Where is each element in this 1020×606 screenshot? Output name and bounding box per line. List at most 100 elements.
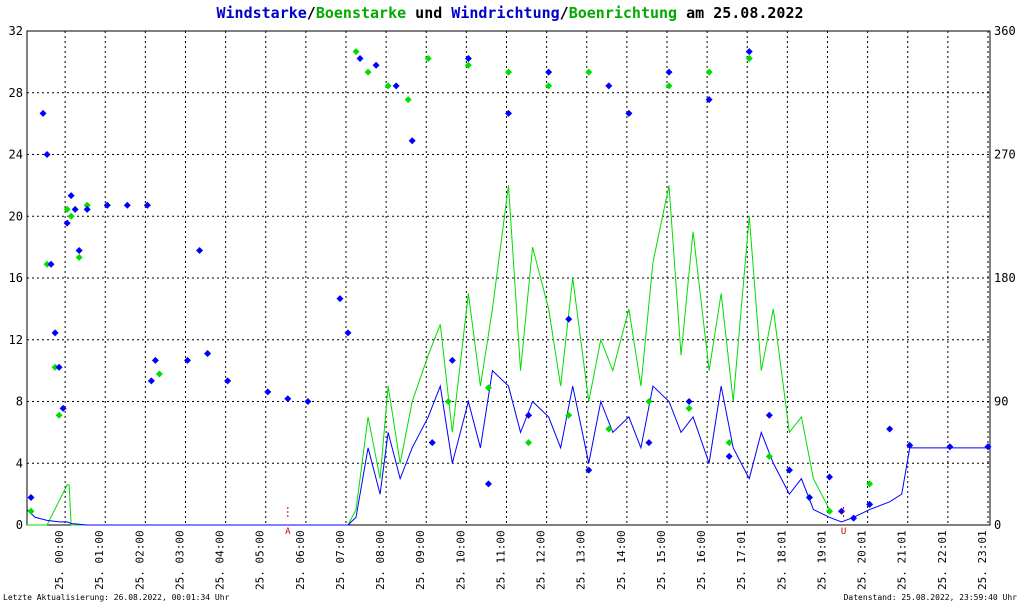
y-tick-label-right: 270	[994, 148, 1016, 162]
boenrichtung-point	[83, 201, 91, 209]
footer-data-status: Datenstand: 25.08.2022, 23:59:40 Uhr	[843, 593, 1017, 602]
x-tick-label: 25. 18:01	[775, 530, 788, 590]
x-tick-label: 25. 11:00	[494, 530, 507, 590]
windrichtung-point	[39, 109, 47, 117]
title-sep1: /	[306, 4, 316, 22]
y-tick-label-right: 90	[994, 395, 1008, 409]
windrichtung-point	[428, 439, 436, 447]
y-tick-label-left: 12	[9, 333, 23, 347]
boenrichtung-point	[444, 398, 452, 405]
windrichtung-point	[27, 494, 35, 502]
x-tick-label: 25. 13:00	[575, 530, 588, 590]
boenrichtung-point	[826, 507, 833, 515]
windrichtung-point	[448, 356, 456, 364]
x-tick-label: 25. 06:00	[294, 530, 307, 590]
x-tick-label: 25. 05:00	[254, 530, 267, 590]
windrichtung-point	[484, 480, 492, 488]
windrichtung-point	[51, 329, 59, 337]
boenrichtung-point	[645, 398, 653, 405]
boenrichtung-point	[155, 370, 163, 378]
windrichtung-point	[71, 205, 79, 213]
windrichtung-point	[625, 109, 633, 117]
windrichtung-point	[356, 54, 364, 62]
x-tick-label: 25. 04:00	[214, 530, 227, 590]
windrichtung-point	[685, 398, 693, 405]
boenrichtung-point	[484, 384, 492, 392]
x-tick-label: 25. 10:00	[454, 530, 467, 590]
windrichtung-point	[147, 377, 155, 385]
boenrichtung-point	[464, 61, 472, 69]
chart-title: Windstarke/Boenstarke und Windrichtung/B…	[0, 4, 1020, 22]
boenrichtung-point	[43, 260, 51, 268]
windrichtung-point	[264, 388, 272, 396]
boenrichtung-point	[705, 68, 713, 76]
x-tick-label: 25. 19:01	[815, 530, 828, 590]
boenrichtung-point	[55, 411, 63, 419]
windrichtung-point	[103, 201, 111, 209]
boenrichtung-point	[685, 404, 693, 412]
footer-last-update: Letzte Aktualisierung: 26.08.2022, 00:01…	[3, 593, 230, 602]
y-tick-label-right: 180	[994, 271, 1016, 285]
windrichtung-point	[392, 82, 400, 90]
windrichtung-point	[83, 205, 91, 213]
windrichtung-point	[196, 247, 204, 255]
y-tick-label-left: 32	[9, 24, 23, 38]
windrichtung-point	[344, 329, 352, 337]
windrichtung-point	[946, 443, 954, 451]
windrichtung-point	[224, 377, 232, 385]
x-tick-label: 25. 08:00	[374, 530, 387, 590]
windrichtung-point	[464, 54, 472, 62]
windrichtung-point	[204, 349, 212, 357]
boenrichtung-point	[63, 205, 71, 213]
windrichtung-point	[59, 404, 67, 412]
y-tick-label-left: 4	[16, 456, 23, 470]
windrichtung-point	[805, 494, 813, 502]
x-tick-label: 25. 12:00	[535, 530, 548, 590]
x-tick-label: 25. 01:00	[93, 530, 106, 590]
windrichtung-point	[545, 68, 553, 76]
event-marker-label: U	[841, 527, 846, 537]
x-tick-label: 25. 09:00	[414, 530, 427, 590]
y-tick-label-right: 0	[994, 518, 1001, 532]
boenrichtung-point	[75, 253, 83, 261]
windrichtung-point	[151, 356, 159, 364]
windstarke-line	[26, 369, 988, 526]
windrichtung-point	[505, 109, 512, 117]
windrichtung-point	[585, 466, 593, 474]
boenrichtung-point	[364, 68, 372, 76]
chart-grid	[26, 30, 991, 526]
windrichtung-point	[75, 247, 83, 255]
boenrichtung-point	[27, 507, 35, 515]
x-tick-label: 25. 16:00	[695, 530, 708, 590]
title-boenrichtung: Boenrichtung	[568, 4, 678, 22]
windrichtung-point	[850, 514, 858, 522]
windrichtung-point	[67, 192, 75, 200]
x-tick-label: 25. 20:01	[856, 530, 869, 590]
windrichtung-point	[372, 61, 380, 69]
x-tick-label: 25. 15:00	[655, 530, 668, 590]
windrichtung-point	[645, 439, 653, 447]
boenstarke-line	[27, 185, 830, 526]
windrichtung-point	[906, 441, 914, 449]
windrichtung-point	[43, 151, 51, 158]
boenrichtung-point	[605, 425, 613, 433]
x-tick-label: 25. 23:01	[976, 530, 989, 590]
windrichtung-point	[304, 398, 312, 405]
windrichtung-point	[336, 295, 344, 303]
boenrichtung-point	[745, 54, 753, 62]
y-tick-label-left: 8	[16, 395, 23, 409]
title-mid: und	[406, 4, 452, 22]
windrichtung-point	[565, 315, 573, 323]
boenrichtung-point	[545, 82, 553, 90]
boenrichtung-point	[765, 452, 773, 460]
boenrichtung-point	[565, 411, 573, 419]
boenrichtung-point	[352, 48, 360, 56]
boenrichtung-point	[424, 54, 432, 62]
windrichtung-point	[886, 425, 894, 433]
boenrichtung-point	[725, 439, 733, 447]
title-date: am 25.08.2022	[677, 4, 804, 22]
windrichtung-point	[63, 219, 71, 227]
boenrichtung-point	[866, 480, 874, 488]
y-tick-label-left: 0	[16, 518, 23, 532]
boenrichtung-point	[525, 439, 533, 447]
